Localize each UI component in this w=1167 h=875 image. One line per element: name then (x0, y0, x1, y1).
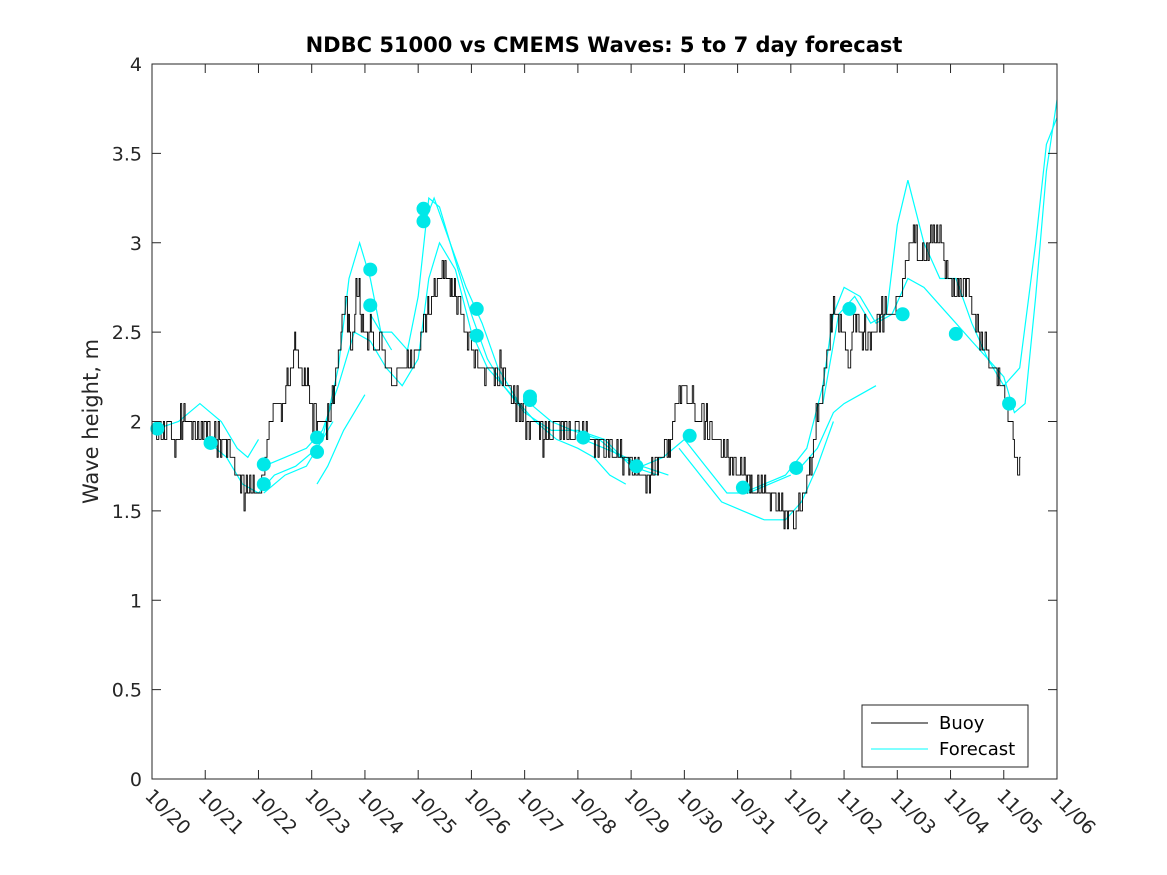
forecast-marker (363, 298, 378, 313)
y-tick-label: 3 (130, 233, 142, 255)
forecast-marker (416, 214, 431, 229)
forecast-marker (203, 435, 218, 450)
forecast-marker (469, 328, 484, 343)
forecast-marker (735, 480, 750, 495)
forecast-marker (682, 428, 697, 443)
y-tick-label: 0 (130, 769, 142, 791)
forecast-marker (842, 301, 857, 316)
y-axis-label: Wave height, m (79, 339, 103, 504)
forecast-marker (416, 201, 431, 216)
y-tick-label: 2 (130, 412, 142, 434)
forecast-marker (522, 393, 537, 408)
legend-label-forecast: Forecast (939, 739, 1015, 760)
forecast-line (801, 385, 877, 467)
y-tick-label: 3.5 (112, 143, 142, 165)
forecast-marker (256, 477, 271, 492)
legend: Buoy Forecast (861, 704, 1029, 768)
forecast-line (151, 402, 260, 459)
y-tick-label: 1.5 (112, 501, 142, 523)
y-tick-label: 1 (130, 590, 142, 612)
forecast-marker (256, 457, 271, 472)
plot-background (152, 64, 1057, 779)
forecast-marker (948, 326, 963, 341)
forecast-marker (310, 444, 325, 459)
forecast-marker (1002, 396, 1017, 411)
series-layer (150, 99, 1058, 530)
forecast-marker (363, 262, 378, 277)
chart-title: NDBC 51000 vs CMEMS Waves: 5 to 7 day fo… (306, 33, 903, 57)
forecast-marker (895, 307, 910, 322)
y-tick-label: 0.5 (112, 680, 142, 702)
y-tick-label: 2.5 (112, 322, 142, 344)
forecast-line (742, 117, 1058, 494)
y-axis: 0 0.5 1 1.5 2 2.5 3 3.5 4 (112, 54, 1057, 791)
forecast-marker (789, 460, 804, 475)
forecast-marker (469, 301, 484, 316)
forecast-marker (150, 421, 165, 436)
forecast-marker (629, 459, 644, 474)
forecast-line (678, 421, 834, 521)
forecast-line (316, 394, 366, 485)
legend-label-buoy: Buoy (939, 713, 985, 734)
forecast-marker (576, 430, 591, 445)
y-tick-label: 4 (130, 54, 142, 76)
legend-box (861, 704, 1029, 768)
forecast-marker (310, 430, 325, 445)
